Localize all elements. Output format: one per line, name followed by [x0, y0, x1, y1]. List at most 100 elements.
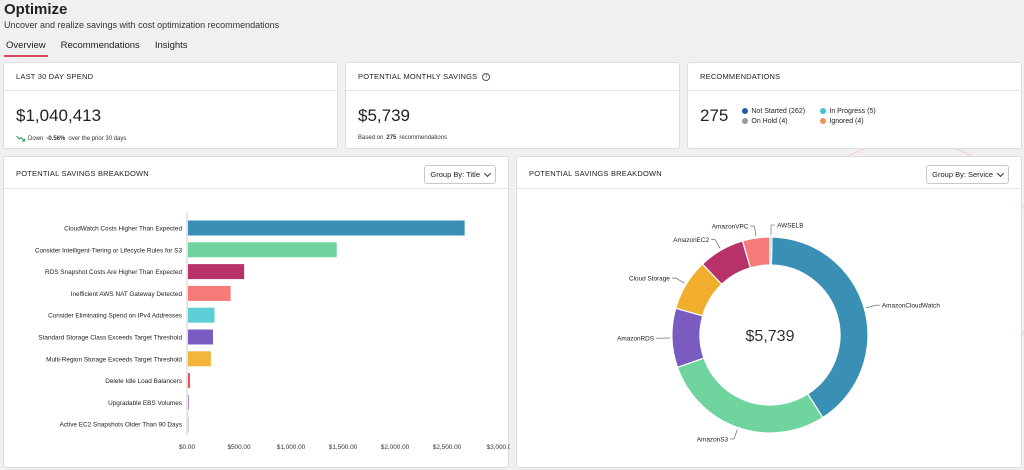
- recommendations-card: RECOMMENDATIONS 275 Not Started (262) In…: [687, 62, 1022, 149]
- spend-card: LAST 30 DAY SPEND $1,040,413 Down -0.56%…: [3, 62, 338, 149]
- trend-suffix: over the prior 30 days: [68, 135, 127, 142]
- info-icon[interactable]: i: [482, 72, 491, 81]
- category-label: Upgradable EBS Volumes: [108, 400, 182, 407]
- bar[interactable]: [188, 416, 189, 432]
- page-header: Optimize Uncover and realize savings wit…: [4, 0, 279, 30]
- savings-card-title-text: POTENTIAL MONTHLY SAVINGS: [358, 72, 478, 81]
- donut-center-value: $5,739: [746, 328, 795, 345]
- donut-chart: AmazonCloudWatch AmazonS3 AmazonRDS Cloud S…: [617, 222, 940, 443]
- divider: [4, 90, 337, 91]
- spend-value: $1,040,413: [16, 106, 102, 125]
- trend-value: -0.56%: [46, 135, 66, 142]
- breakdown-by-title-card: POTENTIAL SAVINGS BREAKDOWN Group By: Ti…: [3, 156, 510, 468]
- status-on-hold[interactable]: On Hold (4): [742, 118, 820, 125]
- recommendations-count: 275: [700, 106, 729, 125]
- slice-label: AmazonVPC: [712, 223, 749, 230]
- tab-insights[interactable]: Insights: [154, 40, 188, 51]
- savings-note-prefix: Based on: [358, 135, 384, 141]
- bar[interactable]: [188, 220, 465, 236]
- leader-line: [770, 224, 776, 236]
- x-tick-label: $500.00: [227, 444, 251, 451]
- x-tick-label: $1,500.00: [329, 444, 358, 451]
- bar[interactable]: [188, 307, 215, 323]
- category-label: Delete Idle Load Balancers: [105, 378, 182, 385]
- group-by-title-dropdown[interactable]: Group By: Title: [424, 165, 496, 184]
- slice-label: AWSELB: [777, 222, 803, 229]
- bar[interactable]: [188, 264, 245, 280]
- bar[interactable]: [188, 373, 190, 389]
- donut-slice[interactable]: [769, 236, 773, 266]
- trend-down-icon: [16, 135, 25, 142]
- savings-card-title: POTENTIAL MONTHLY SAVINGS i: [346, 63, 679, 81]
- category-label: Inefficient AWS NAT Gateway Detected: [71, 291, 183, 298]
- tab-bar: Overview Recommendations Insights: [4, 40, 201, 57]
- status-label: Ignored (4): [829, 117, 864, 125]
- status-label: On Hold (4): [751, 117, 788, 125]
- donut-slice[interactable]: [770, 236, 869, 419]
- breakdown-title-heading: POTENTIAL SAVINGS BREAKDOWN: [16, 169, 149, 178]
- status-not-started[interactable]: Not Started (262): [742, 108, 820, 115]
- leader-line: [671, 277, 685, 284]
- status-dot: [742, 108, 749, 114]
- savings-note-count: 275: [386, 135, 397, 141]
- bar[interactable]: [188, 351, 211, 367]
- spend-trend: Down -0.56% over the prior 30 days: [16, 135, 337, 142]
- slice-label: AmazonEC2: [673, 237, 709, 244]
- status-label: Not Started (262): [751, 107, 806, 115]
- slice-label: AmazonS3: [697, 436, 729, 443]
- tab-recommendations[interactable]: Recommendations: [60, 40, 140, 51]
- bar[interactable]: [188, 242, 337, 258]
- category-label: RDS Snapshot Costs Are Higher Than Expec…: [45, 269, 182, 276]
- savings-note: Based on 275 recommendations: [358, 135, 679, 141]
- x-tick-label: $3,000.0: [487, 444, 510, 451]
- group-by-label: Group By: Title: [430, 170, 480, 179]
- bar[interactable]: [188, 329, 213, 345]
- status-dot: [820, 108, 827, 114]
- leader-line: [730, 429, 738, 440]
- status-label: In Progress (5): [829, 107, 876, 115]
- status-dot: [820, 118, 827, 124]
- leader-line: [711, 239, 721, 249]
- tab-overview[interactable]: Overview: [4, 40, 48, 57]
- group-by-label: Group By: Service: [932, 170, 993, 179]
- category-label: Multi-Region Storage Exceeds Target Thre…: [46, 356, 182, 363]
- recommendations-card-title: RECOMMENDATIONS: [700, 72, 781, 81]
- status-ignored[interactable]: Ignored (4): [820, 118, 890, 125]
- slice-label: Cloud Storage: [629, 275, 670, 282]
- leader-line: [866, 304, 880, 309]
- trend-prefix: Down: [28, 135, 44, 142]
- savings-value: $5,739: [358, 106, 410, 125]
- divider: [517, 188, 1021, 189]
- status-dot: [742, 118, 749, 124]
- page-title: Optimize: [4, 1, 68, 18]
- divider: [346, 90, 679, 91]
- category-label: Consider Eliminating Spend on IPv4 Addre…: [48, 313, 182, 320]
- savings-note-suffix: recommendations: [399, 135, 448, 141]
- divider: [688, 90, 1021, 91]
- donut-slice[interactable]: [676, 357, 824, 434]
- slice-label: AmazonCloudWatch: [882, 302, 940, 309]
- spend-card-title: LAST 30 DAY SPEND: [16, 72, 94, 81]
- page-subtitle: Uncover and realize savings with cost op…: [4, 20, 280, 30]
- x-tick-label: $2,000.00: [381, 444, 410, 451]
- group-by-service-dropdown[interactable]: Group By: Service: [926, 165, 1009, 184]
- donut-slice[interactable]: [671, 307, 705, 369]
- status-in-progress[interactable]: In Progress (5): [820, 108, 890, 115]
- bar[interactable]: [188, 285, 231, 301]
- leader-line: [750, 225, 757, 237]
- x-tick-label: $2,500.00: [433, 444, 462, 451]
- x-tick-label: $0.00: [179, 444, 195, 451]
- bar[interactable]: [188, 394, 189, 410]
- recommendations-summary: 275 Not Started (262) In Progress (5) On…: [700, 106, 1021, 126]
- breakdown-by-service-card: POTENTIAL SAVINGS BREAKDOWN Group By: Se…: [516, 156, 1022, 468]
- savings-card: POTENTIAL MONTHLY SAVINGS i $5,739 Based…: [345, 62, 680, 149]
- status-legend: Not Started (262) In Progress (5) On Hol…: [742, 108, 890, 125]
- x-tick-label: $1,000.00: [277, 444, 306, 451]
- category-label: CloudWatch Costs Higher Than Expected: [64, 226, 182, 233]
- category-label: Standard Storage Class Exceeds Target Th…: [38, 335, 182, 342]
- bar-chart: CloudWatch Costs Higher Than Expected Con…: [35, 212, 510, 451]
- breakdown-service-heading: POTENTIAL SAVINGS BREAKDOWN: [529, 169, 662, 178]
- category-label: Consider Intelligent-Tiering or Lifecycl…: [35, 247, 183, 254]
- slice-label: AmazonRDS: [617, 336, 654, 343]
- divider: [4, 188, 508, 189]
